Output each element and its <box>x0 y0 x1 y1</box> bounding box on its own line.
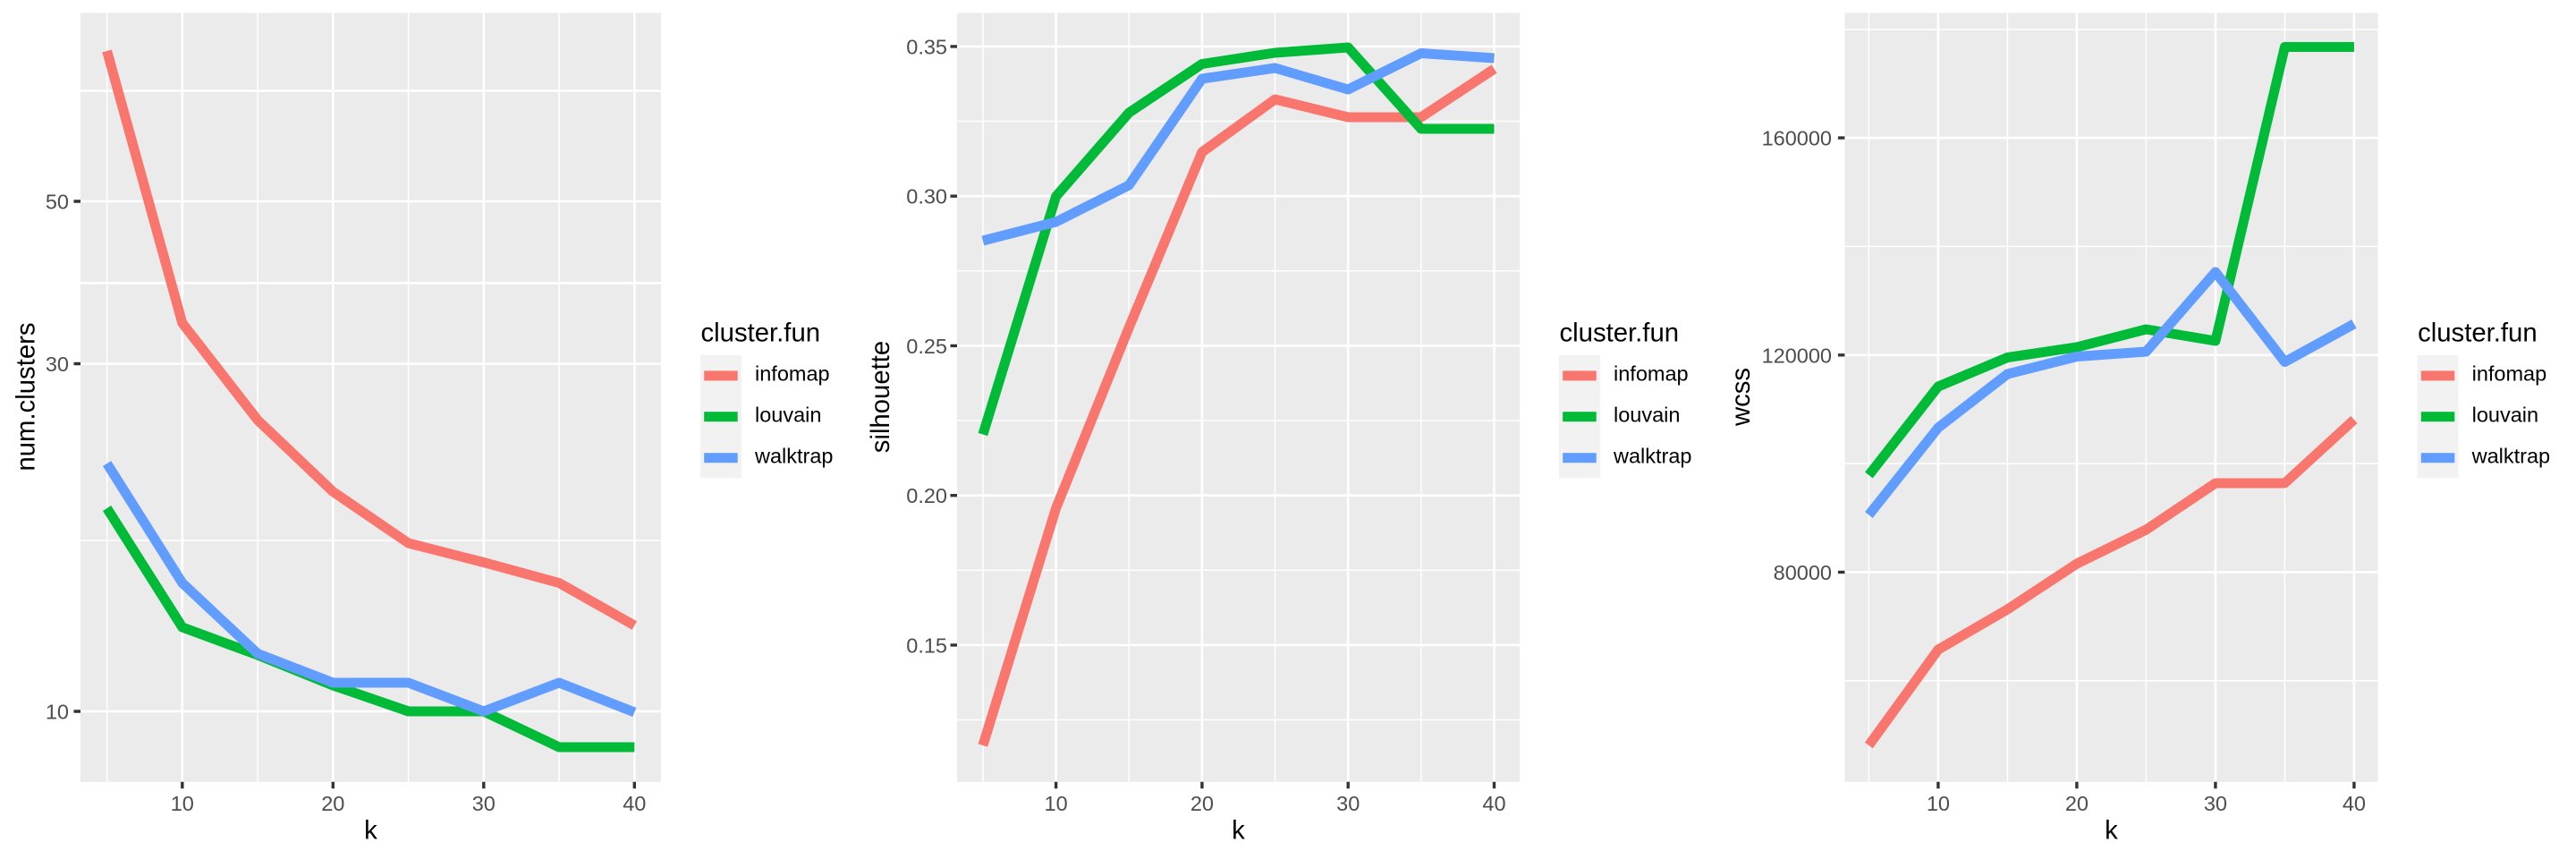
svg-text:20: 20 <box>2065 792 2089 815</box>
svg-text:louvain: louvain <box>1614 404 1680 427</box>
svg-text:infomap: infomap <box>2472 362 2547 386</box>
svg-text:wcss: wcss <box>1726 368 1756 427</box>
svg-text:20: 20 <box>321 792 344 815</box>
svg-text:80000: 80000 <box>1774 561 1832 584</box>
svg-text:40: 40 <box>623 792 646 815</box>
svg-text:silhouette: silhouette <box>866 341 895 453</box>
svg-text:20: 20 <box>1191 792 1214 815</box>
svg-text:cluster.fun: cluster.fun <box>2418 318 2538 347</box>
svg-text:k: k <box>364 816 377 846</box>
svg-text:cluster.fun: cluster.fun <box>1560 318 1680 347</box>
svg-text:infomap: infomap <box>755 362 830 386</box>
svg-text:louvain: louvain <box>755 404 821 427</box>
svg-text:30: 30 <box>1336 792 1360 815</box>
svg-text:0.25: 0.25 <box>906 335 947 358</box>
svg-text:30: 30 <box>2204 792 2227 815</box>
svg-text:infomap: infomap <box>1614 362 1689 386</box>
svg-text:k: k <box>1232 816 1245 846</box>
svg-text:10: 10 <box>171 792 194 815</box>
svg-text:0.30: 0.30 <box>906 185 947 208</box>
svg-text:50: 50 <box>46 191 69 214</box>
svg-text:num.clusters: num.clusters <box>12 322 41 471</box>
svg-text:0.35: 0.35 <box>906 35 947 58</box>
svg-text:cluster.fun: cluster.fun <box>701 318 821 347</box>
svg-text:0.15: 0.15 <box>906 634 947 657</box>
svg-text:40: 40 <box>1482 792 1505 815</box>
svg-text:30: 30 <box>472 792 496 815</box>
svg-text:160000: 160000 <box>1762 127 1832 150</box>
svg-text:walktrap: walktrap <box>2471 445 2551 468</box>
svg-text:120000: 120000 <box>1762 344 1832 367</box>
svg-text:0.20: 0.20 <box>906 484 947 507</box>
svg-text:40: 40 <box>2343 792 2366 815</box>
svg-text:30: 30 <box>46 353 69 376</box>
svg-text:walktrap: walktrap <box>754 445 834 468</box>
svg-text:10: 10 <box>1927 792 1950 815</box>
svg-text:louvain: louvain <box>2472 404 2538 427</box>
svg-text:walktrap: walktrap <box>1613 445 1692 468</box>
svg-text:10: 10 <box>46 701 69 724</box>
svg-text:10: 10 <box>1045 792 1068 815</box>
svg-text:k: k <box>2105 816 2118 846</box>
